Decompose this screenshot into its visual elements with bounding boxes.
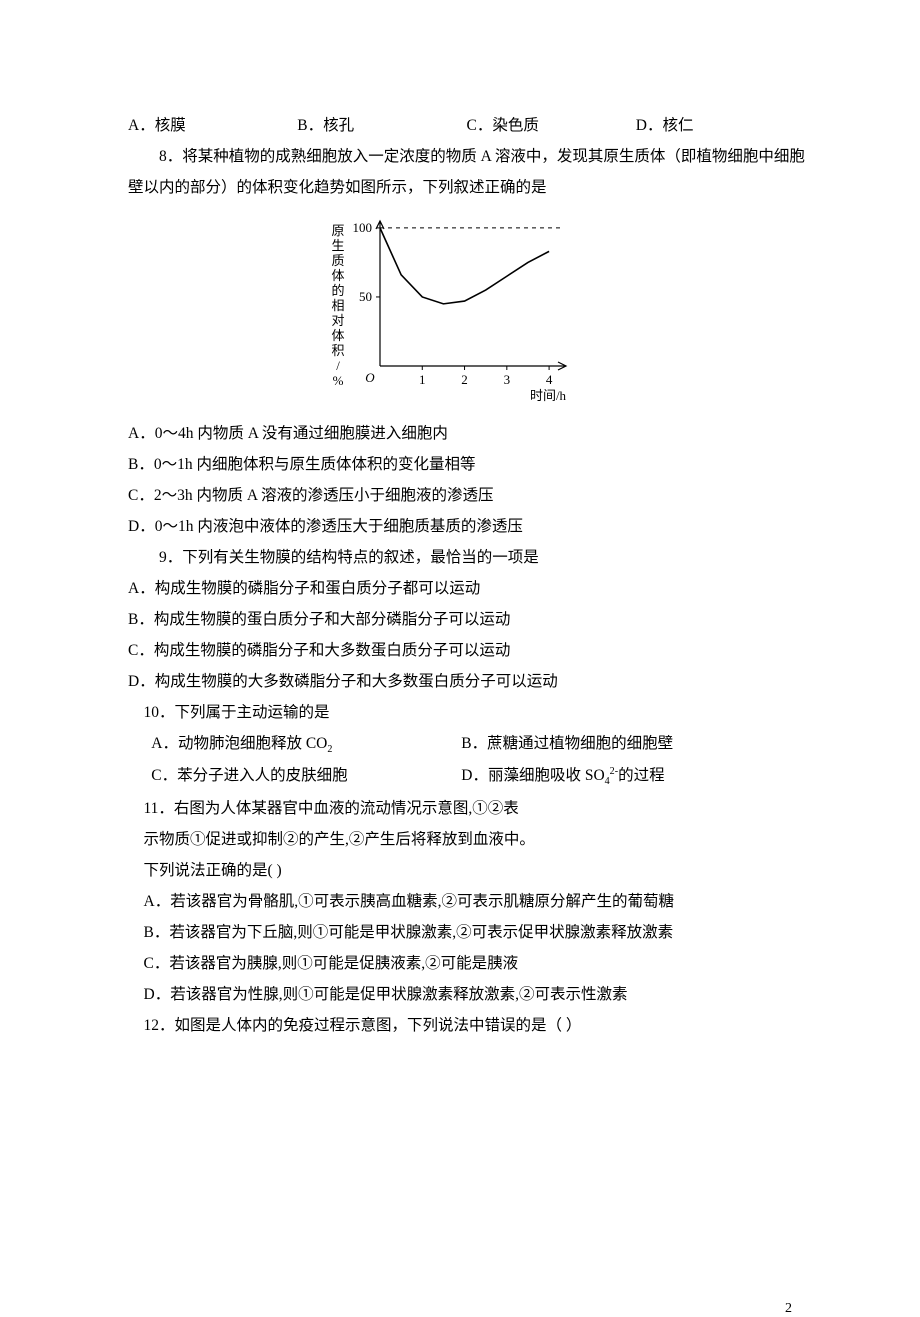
svg-text:对: 对 [331, 313, 344, 328]
q11-opt-a: A．若该器官为骨骼肌,①可表示胰高血糖素,②可表示肌糖原分解产生的葡萄糖 [128, 886, 805, 917]
q9-opt-b: B．构成生物膜的蛋白质分子和大部分磷脂分子可以运动 [128, 604, 805, 635]
q10-opt-a-text: A．动物肺泡细胞释放 CO [151, 735, 327, 752]
svg-text:50: 50 [359, 289, 372, 304]
q9-opt-c: C．构成生物膜的磷脂分子和大多数蛋白质分子可以运动 [128, 635, 805, 666]
svg-text:原: 原 [331, 223, 344, 238]
svg-text:相: 相 [331, 298, 344, 313]
q11-opt-d: D．若该器官为性腺,则①可能是促甲状腺激素释放激素,②可表示性激素 [128, 979, 805, 1010]
q11-opt-b: B．若该器官为下丘脑,则①可能是甲状腺激素,②可表示促甲状腺激素释放激素 [128, 917, 805, 948]
q9-stem: 9．下列有关生物膜的结构特点的叙述，最恰当的一项是 [128, 542, 805, 573]
q8-chart: 501001234O时间/h原生质体的相对体积/% [98, 209, 805, 404]
q7-opt-d: D．核仁 [636, 110, 805, 141]
svg-text:质: 质 [331, 253, 344, 268]
svg-text:O: O [365, 370, 375, 385]
so4-sup: 2- [610, 766, 618, 777]
q11-opt-c: C．若该器官为胰腺,则①可能是促胰液素,②可能是胰液 [128, 948, 805, 979]
q8-opt-b: B．0～1h 内细胞体积与原生质体体积的变化量相等 [128, 449, 805, 480]
q8-opt-a: A．0～4h 内物质 A 没有通过细胞膜进入细胞内 [128, 418, 805, 449]
q10-options: A．动物肺泡细胞释放 CO2 B．蔗糖通过植物细胞的细胞壁 C．苯分子进入人的皮… [128, 728, 805, 793]
q11-stem-line2: 示物质①促进或抑制②的产生,②产生后将释放到血液中。 [128, 824, 805, 855]
svg-text:时间/h: 时间/h [529, 388, 566, 403]
q9-opt-d: D．构成生物膜的大多数磷脂分子和大多数蛋白质分子可以运动 [128, 666, 805, 697]
svg-text:积: 积 [331, 343, 344, 358]
svg-text:1: 1 [419, 372, 426, 387]
q10-opt-a: A．动物肺泡细胞释放 CO2 [151, 728, 461, 760]
q8-opt-c: C．2～3h 内物质 A 溶液的渗透压小于细胞液的渗透压 [128, 480, 805, 511]
svg-text:/: / [336, 358, 340, 373]
q7-opt-c: C．染色质 [467, 110, 636, 141]
q11-stem-line1: 11．右图为人体某器官中血液的流动情况示意图,①②表 [128, 793, 805, 824]
svg-text:100: 100 [352, 220, 372, 235]
q10-opt-d-post: 的过程 [618, 767, 665, 784]
so4-sub: 4 [605, 776, 610, 787]
q7-options: A．核膜 B．核孔 C．染色质 D．核仁 [128, 110, 805, 141]
co2-sub: 2 [327, 744, 332, 755]
q10-opt-b: B．蔗糖通过植物细胞的细胞壁 [461, 728, 673, 760]
q10-opt-c: C．苯分子进入人的皮肤细胞 [151, 760, 461, 792]
q10-opt-d: D．丽藻细胞吸收 SO42-的过程 [461, 760, 664, 792]
q8-stem: 8．将某种植物的成熟细胞放入一定浓度的物质 A 溶液中，发现其原生质体（即植物细… [128, 141, 805, 203]
svg-text:体: 体 [331, 268, 344, 283]
svg-text:生: 生 [331, 238, 344, 253]
svg-text:3: 3 [503, 372, 510, 387]
q10-stem: 10．下列属于主动运输的是 [128, 697, 805, 728]
q8-opt-d: D．0～1h 内液泡中液体的渗透压大于细胞质基质的渗透压 [128, 511, 805, 542]
svg-text:2: 2 [461, 372, 468, 387]
q12-stem: 12．如图是人体内的免疫过程示意图，下列说法中错误的是（ ） [128, 1010, 805, 1041]
svg-text:%: % [332, 373, 343, 388]
svg-text:的: 的 [331, 283, 344, 298]
q11-stem-line3: 下列说法正确的是( ) [128, 855, 805, 886]
page-number: 2 [0, 1101, 920, 1317]
q9-opt-a: A．构成生物膜的磷脂分子和蛋白质分子都可以运动 [128, 573, 805, 604]
q7-opt-b: B．核孔 [297, 110, 466, 141]
q10-opt-d-pre: D．丽藻细胞吸收 SO [461, 767, 604, 784]
q7-opt-a: A．核膜 [128, 110, 297, 141]
q8-chart-svg: 501001234O时间/h原生质体的相对体积/% [322, 209, 582, 404]
svg-text:体: 体 [331, 328, 344, 343]
svg-text:4: 4 [545, 372, 552, 387]
